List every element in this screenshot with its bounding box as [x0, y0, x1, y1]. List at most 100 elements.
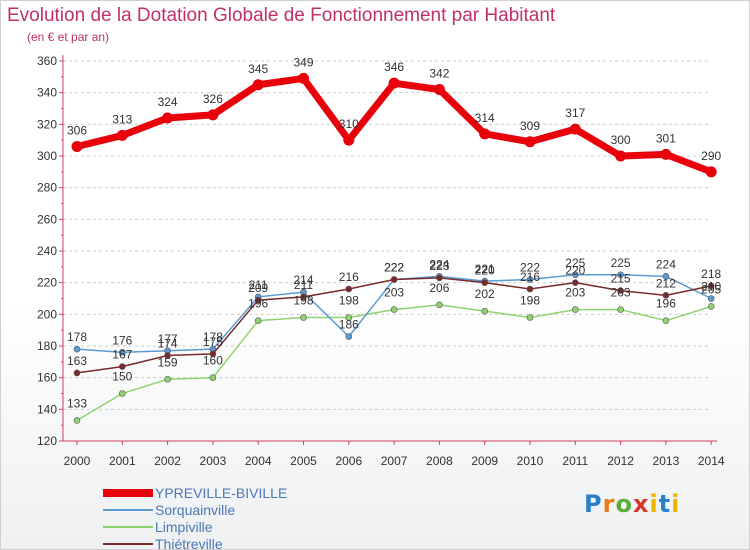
data-point: [617, 306, 624, 313]
data-label: 345: [248, 62, 268, 76]
y-tick-label: 180: [37, 339, 57, 353]
logo-letter: r: [602, 490, 616, 518]
y-tick-label: 160: [37, 371, 57, 385]
data-point: [571, 271, 579, 279]
x-tick-label: 2009: [471, 454, 498, 468]
data-label: 222: [520, 261, 540, 275]
data-label: 203: [384, 286, 404, 300]
data-label: 225: [565, 256, 585, 270]
data-label: 221: [475, 262, 495, 276]
data-label: 159: [158, 355, 178, 369]
logo-letter: o: [615, 490, 633, 518]
data-label: 346: [384, 60, 404, 74]
data-label: 314: [475, 111, 495, 125]
y-tick-label: 240: [37, 244, 57, 258]
data-label: 214: [293, 273, 313, 287]
data-label: 176: [112, 333, 132, 347]
legend-label: Limpiville: [155, 519, 213, 535]
data-point: [481, 307, 489, 315]
legend-swatch: [103, 543, 153, 545]
data-label: 220: [565, 264, 585, 278]
data-label: 133: [67, 396, 87, 410]
data-label: 224: [429, 257, 449, 271]
data-label: 163: [67, 354, 87, 368]
data-point: [662, 273, 670, 280]
data-point: [571, 279, 579, 286]
data-point: [119, 363, 126, 370]
data-label: 203: [611, 286, 631, 300]
data-label: 306: [67, 124, 87, 138]
data-label: 342: [429, 67, 449, 81]
data-label: 216: [339, 270, 359, 284]
proxiti-logo: Proxiti: [584, 490, 680, 518]
grid-lines: [63, 60, 711, 442]
data-point: [390, 276, 398, 283]
data-point: [345, 314, 353, 321]
data-point: [73, 345, 81, 353]
data-point: [209, 350, 217, 358]
legend-swatch: [103, 509, 153, 511]
y-tick-label: 200: [37, 307, 57, 321]
data-point: [345, 285, 353, 293]
data-point: [116, 129, 128, 141]
data-label: 178: [203, 330, 223, 344]
data-point: [209, 374, 217, 381]
data-point: [71, 141, 83, 152]
data-point: [662, 292, 670, 299]
data-label: 326: [203, 92, 223, 106]
data-point: [252, 79, 264, 91]
data-label: 203: [565, 286, 585, 300]
legend-label: Thiétreville: [155, 536, 223, 550]
y-tick-label: 360: [37, 54, 57, 68]
logo-letter: i: [649, 490, 659, 518]
data-label: 309: [520, 119, 540, 133]
x-tick-label: 2008: [426, 454, 453, 468]
x-tick-label: 2007: [381, 454, 408, 468]
data-point: [526, 276, 534, 283]
data-label: 224: [656, 257, 676, 271]
data-label: 222: [384, 261, 404, 275]
data-point: [300, 314, 307, 321]
data-label: 150: [112, 370, 132, 384]
data-point: [433, 84, 445, 95]
data-label: 174: [158, 337, 178, 351]
data-point: [345, 333, 353, 340]
x-tick-label: 2006: [335, 454, 362, 468]
data-label: 301: [656, 131, 676, 145]
data-point: [207, 109, 219, 121]
data-label: 205: [701, 282, 721, 296]
y-tick-label: 280: [37, 181, 57, 195]
data-label: 210: [701, 280, 721, 294]
data-point: [162, 112, 174, 124]
chart-title: Evolution de la Dotation Globale de Fonc…: [7, 5, 556, 26]
data-point: [617, 271, 624, 279]
data-point: [254, 317, 262, 324]
y-tick-label: 120: [37, 434, 57, 448]
y-tick-label: 140: [37, 402, 57, 416]
data-label: 300: [611, 133, 631, 147]
x-tick-label: 2001: [109, 454, 136, 468]
x-tick-label: 2005: [290, 454, 317, 468]
data-label: 211: [249, 278, 268, 292]
x-tick-label: 2012: [607, 454, 634, 468]
data-point: [526, 314, 534, 321]
data-label: 290: [701, 149, 721, 163]
data-point: [436, 301, 443, 309]
data-label: 160: [203, 354, 223, 368]
y-tick-label: 260: [37, 212, 57, 226]
x-tick-label: 2003: [200, 454, 227, 468]
data-label: 198: [520, 294, 540, 308]
data-label: 349: [293, 55, 313, 69]
data-label: 198: [339, 294, 359, 308]
data-label: 215: [611, 272, 631, 286]
data-point: [388, 77, 400, 89]
data-point: [164, 352, 171, 359]
data-label: 211: [294, 278, 313, 292]
data-point: [479, 128, 491, 140]
data-point: [615, 150, 627, 162]
data-label: 186: [339, 318, 359, 332]
data-label: 206: [429, 281, 449, 295]
data-label: 196: [248, 297, 268, 311]
data-point: [707, 303, 715, 310]
